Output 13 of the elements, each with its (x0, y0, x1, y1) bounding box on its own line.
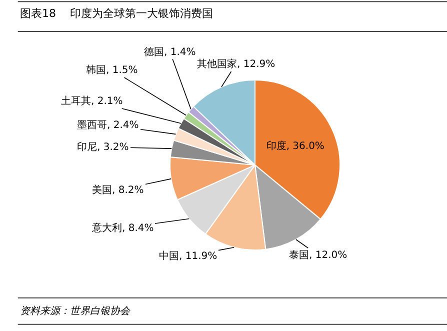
slice-label: 土耳其, 2.1% (61, 95, 123, 107)
slice-label: 中国, 11.9% (159, 250, 218, 262)
chart-title: 图表18 印度为全球第一大银饰消费国 (20, 7, 213, 20)
slice-label: 其他国家, 12.9% (197, 58, 276, 70)
slice-label: 印度, 36.0% (266, 140, 324, 152)
slice-label: 德国, 1.4% (144, 47, 196, 58)
slice-label: 印尼, 3.2% (77, 141, 129, 153)
slice-label: 意大利, 8.4% (91, 222, 154, 234)
slice-label: 美国, 8.2% (92, 184, 144, 196)
slice-label: 墨西哥, 2.4% (77, 120, 139, 131)
text: 资料来源：世界白银协会 (20, 305, 131, 317)
slice-label: 韩国, 1.5% (86, 64, 138, 76)
slice-label: 泰国, 12.0% (289, 250, 348, 261)
